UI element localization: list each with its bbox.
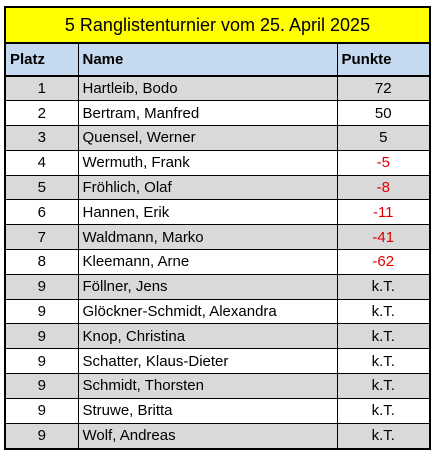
name-cell: Hartleib, Bodo [78,76,338,101]
punkte-cell: 72 [337,76,429,101]
platz-cell: 9 [6,273,79,300]
table-row: 9 Schmidt, Thorsten k.T. [6,373,429,399]
table-row: 3 Quensel, Werner 5 [6,125,429,151]
table-row: 9 Föllner, Jens k.T. [6,273,429,300]
punkte-cell: -5 [337,149,429,176]
table-row: 9 Struwe, Britta k.T. [6,397,429,424]
platz-cell: 4 [6,149,79,176]
platz-cell: 2 [6,100,79,126]
platz-cell: 9 [6,348,79,374]
punkte-cell: k.T. [337,273,429,300]
punkte-cell: -11 [337,199,429,225]
name-cell: Kleemann, Arne [78,249,338,275]
table-body: 1 Hartleib, Bodo 72 2 Bertram, Manfred 50 3 Que… [6,76,429,448]
platz-cell: 6 [6,199,79,225]
name-cell: Hannen, Erik [78,199,338,225]
table-row: 9 Wolf, Andreas k.T. [6,422,429,448]
name-cell: Quensel, Werner [78,125,338,151]
name-cell: Glöckner-Schmidt, Alexandra [78,298,338,324]
table-row: 2 Bertram, Manfred 50 [6,100,429,126]
punkte-cell: k.T. [337,298,429,324]
table-row: 1 Hartleib, Bodo 72 [6,76,429,101]
platz-cell: 1 [6,76,79,101]
sheet-title: 5 Ranglistenturnier vom 25. April 2025 [6,8,429,44]
table-row: 6 Hannen, Erik -11 [6,199,429,225]
table-header: Platz Name Punkte [6,44,429,77]
name-cell: Wermuth, Frank [78,149,338,176]
platz-cell: 8 [6,249,79,275]
punkte-cell: -62 [337,249,429,275]
name-cell: Knop, Christina [78,323,338,349]
punkte-cell: k.T. [337,323,429,349]
punkte-cell: 5 [337,125,429,151]
header-platz: Platz [6,44,79,77]
table-row: 9 Knop, Christina k.T. [6,323,429,349]
platz-cell: 7 [6,224,79,250]
name-cell: Schatter, Klaus-Dieter [78,348,338,374]
platz-cell: 3 [6,125,79,151]
ranking-sheet: 5 Ranglistenturnier vom 25. April 2025 P… [4,6,431,450]
platz-cell: 9 [6,298,79,324]
name-cell: Bertram, Manfred [78,100,338,126]
punkte-cell: k.T. [337,397,429,424]
punkte-cell: -41 [337,224,429,250]
table-row: 7 Waldmann, Marko -41 [6,224,429,250]
ranking-table: Platz Name Punkte 1 Hartleib, Bodo 72 2 Bert… [6,44,429,448]
name-cell: Struwe, Britta [78,397,338,424]
header-name: Name [78,44,338,77]
punkte-cell: 50 [337,100,429,126]
platz-cell: 5 [6,174,79,200]
table-row: 5 Fröhlich, Olaf -8 [6,174,429,200]
name-cell: Schmidt, Thorsten [78,373,338,399]
name-cell: Föllner, Jens [78,273,338,300]
platz-cell: 9 [6,422,79,448]
table-row: 4 Wermuth, Frank -5 [6,149,429,176]
platz-cell: 9 [6,323,79,349]
header-punkte: Punkte [337,44,429,77]
platz-cell: 9 [6,397,79,424]
punkte-cell: k.T. [337,348,429,374]
table-row: 9 Glöckner-Schmidt, Alexandra k.T. [6,298,429,324]
name-cell: Waldmann, Marko [78,224,338,250]
header-row: Platz Name Punkte [6,44,429,77]
name-cell: Wolf, Andreas [78,422,338,448]
name-cell: Fröhlich, Olaf [78,174,338,200]
table-row: 9 Schatter, Klaus-Dieter k.T. [6,348,429,374]
punkte-cell: k.T. [337,373,429,399]
punkte-cell: -8 [337,174,429,200]
platz-cell: 9 [6,373,79,399]
punkte-cell: k.T. [337,422,429,448]
table-row: 8 Kleemann, Arne -62 [6,249,429,275]
